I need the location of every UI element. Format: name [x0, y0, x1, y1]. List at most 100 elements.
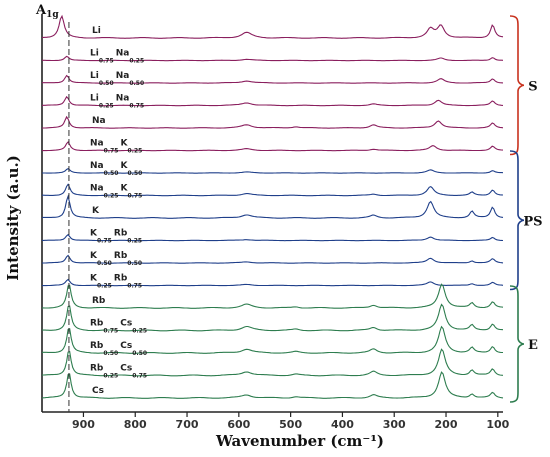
series-label-part: K: [90, 229, 98, 239]
series-label-part: 0.25: [103, 373, 118, 380]
series-label: Rb: [92, 296, 106, 306]
x-tick-label: 500: [279, 418, 302, 431]
x-tick-label: 100: [486, 418, 509, 431]
series-label-part: Li: [90, 71, 99, 81]
series-label-part: Cs: [120, 341, 132, 351]
series-label: K0.75 Rb0.25: [90, 229, 142, 245]
series-label: Na: [92, 116, 106, 126]
series-label-part: Na: [116, 71, 130, 81]
x-tick-label: 600: [227, 418, 250, 431]
spectrum-line: [41, 115, 504, 129]
spectrum-line: [41, 254, 504, 264]
series-label-part: 0.50: [128, 170, 143, 177]
series-label-part: 0.25: [129, 58, 144, 65]
series-label-part: Rb: [90, 319, 104, 329]
series-label: K0.50 Rb0.50: [90, 251, 142, 267]
x-tick-label: 900: [72, 418, 95, 431]
spectrum-line: [42, 141, 504, 152]
group-brace: [509, 150, 525, 291]
group-label: S: [528, 79, 537, 94]
spectrum-line: [42, 168, 504, 174]
group-brace: [509, 285, 525, 403]
series-label-part: 0.75: [97, 238, 112, 245]
series-label-part: 0.50: [99, 80, 114, 87]
series-label-part: 0.50: [127, 260, 142, 267]
series-label-part: Rb: [90, 341, 104, 351]
series-label-part: Rb: [114, 274, 128, 284]
spectrum-line: [42, 14, 504, 39]
x-tick-label: 300: [383, 418, 406, 431]
series-label-part: 0.25: [104, 193, 119, 200]
spectrum-line: [42, 278, 504, 287]
series-label-part: K: [92, 206, 100, 216]
series-label-part: K: [90, 251, 98, 261]
group-label: PS: [523, 214, 542, 229]
spectrum-line: [42, 283, 504, 309]
spectrum-line: [42, 183, 504, 197]
x-tick-label: 200: [435, 418, 458, 431]
series-label-part: 0.25: [132, 328, 147, 335]
series-label: Na0.50 K0.50: [90, 161, 142, 177]
spectrum-line: [41, 194, 504, 219]
series-label-part: 0.25: [99, 103, 114, 110]
x-tick-label: 700: [176, 418, 199, 431]
y-axis-title: Intensity (a.u.): [4, 155, 22, 281]
series-label-part: Cs: [92, 386, 104, 396]
group-label: E: [528, 338, 538, 353]
series-label: Na0.75 K0.25: [90, 139, 142, 155]
a1g-label-sub: 1g: [46, 10, 59, 20]
series-label-part: Na: [90, 184, 104, 194]
spectrum-line: [41, 303, 504, 332]
series-label-part: 0.25: [127, 238, 142, 245]
x-axis-title: Wavenumber (cm⁻¹): [215, 432, 384, 450]
series-label: Li0.75 Na0.25: [90, 49, 144, 65]
series-label: Li0.25 Na0.75: [90, 94, 144, 110]
series-label-part: 0.50: [104, 170, 119, 177]
series-label-part: 0.75: [128, 193, 143, 200]
series-label-part: Rb: [114, 251, 128, 261]
series-label-part: Na: [90, 139, 104, 149]
spectrum-line: [42, 55, 504, 62]
series-label-part: 0.25: [97, 283, 112, 290]
series-label-part: Na: [116, 49, 130, 59]
series-label-part: 0.75: [129, 103, 144, 110]
series-label: K0.25 Rb0.75: [90, 274, 142, 290]
spectrum-line: [41, 325, 503, 354]
series-label-part: Na: [90, 161, 104, 171]
series-label-part: Li: [90, 49, 99, 59]
series-label-part: Li: [92, 26, 101, 36]
series-label: Rb0.50 Cs0.50: [90, 341, 147, 357]
series-label-part: 0.75: [132, 373, 147, 380]
spectrum-line: [42, 74, 504, 84]
series-label-part: 0.75: [103, 328, 118, 335]
spectrum-line: [41, 371, 504, 399]
series-label-part: 0.25: [128, 148, 143, 155]
series-label: Rb0.75 Cs0.25: [90, 319, 147, 335]
series-label-part: Na: [92, 116, 106, 126]
series-label-part: Rb: [114, 229, 128, 239]
group-brace: [509, 15, 525, 156]
series-label: Na0.25 K0.75: [90, 184, 142, 200]
series-label-part: 0.50: [103, 350, 118, 357]
series-label-part: K: [90, 274, 98, 284]
x-tick-label: 800: [124, 418, 147, 431]
series-label-part: 0.50: [132, 350, 147, 357]
series-label-part: 0.50: [129, 80, 144, 87]
spectrum-line: [41, 95, 504, 107]
a1g-label-main: A: [35, 3, 47, 18]
series-label: K: [92, 206, 100, 216]
series-label: Cs: [92, 386, 104, 396]
series-label-part: Na: [116, 94, 130, 104]
series-label-part: Rb: [90, 364, 104, 374]
series-label-part: 0.75: [99, 58, 114, 65]
series-label-part: 0.75: [104, 148, 119, 155]
series-label-part: K: [121, 184, 129, 194]
series-label-part: 0.50: [97, 260, 112, 267]
a1g-label: A1g: [35, 3, 59, 20]
spectrum-line: [42, 233, 504, 242]
series-label-part: Cs: [120, 364, 132, 374]
series-label: Rb0.25 Cs0.75: [90, 364, 147, 380]
series-label-part: K: [121, 139, 129, 149]
